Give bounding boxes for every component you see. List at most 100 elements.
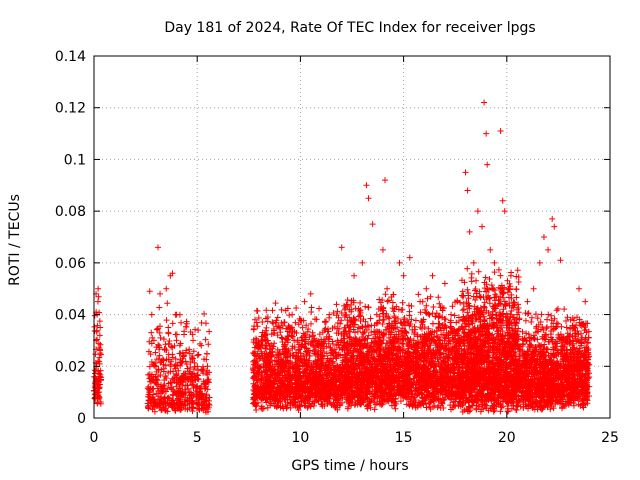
data-point [169, 320, 176, 327]
data-point [156, 329, 163, 336]
data-point [379, 320, 386, 327]
data-point [188, 405, 195, 412]
data-point [295, 407, 302, 414]
data-point [204, 386, 211, 393]
data-point [201, 398, 208, 405]
data-point [271, 340, 278, 347]
data-point [198, 366, 205, 373]
data-point [399, 299, 406, 306]
data-point [186, 350, 193, 357]
data-point [190, 385, 197, 392]
data-point [94, 298, 101, 305]
data-point [164, 300, 171, 307]
data-point [250, 326, 257, 333]
data-point [182, 370, 189, 377]
data-point [313, 316, 320, 323]
data-point [384, 298, 391, 305]
data-point [91, 383, 98, 390]
data-point [146, 363, 153, 370]
data-point [156, 352, 163, 359]
data-point [155, 341, 162, 348]
data-point [180, 353, 187, 360]
data-point [177, 385, 184, 392]
data-point [357, 299, 364, 306]
data-point [168, 385, 175, 392]
data-point [178, 319, 185, 326]
data-point [162, 407, 169, 414]
data-point [206, 328, 213, 335]
data-point [167, 361, 174, 368]
data-point [459, 293, 466, 300]
data-point [177, 359, 184, 366]
chart-title: Day 181 of 2024, Rate Of TEC Index for r… [164, 20, 535, 36]
data-point [169, 375, 176, 382]
data-point [189, 400, 196, 407]
data-point [192, 326, 199, 333]
data-point [194, 352, 201, 359]
data-point [274, 314, 281, 321]
data-point [183, 320, 190, 327]
data-point [269, 307, 276, 314]
data-point [95, 293, 102, 300]
data-point [92, 351, 99, 358]
data-point [91, 367, 98, 374]
data-point [289, 333, 296, 340]
data-point [321, 319, 328, 326]
data-point [473, 277, 480, 284]
data-point [162, 388, 169, 395]
data-point [172, 407, 179, 414]
data-point [155, 381, 162, 388]
data-point [278, 306, 285, 313]
data-point [157, 334, 164, 341]
data-point [175, 376, 182, 383]
data-point [169, 344, 176, 351]
data-point [415, 291, 422, 298]
data-point [476, 293, 483, 300]
data-point [168, 399, 175, 406]
data-point [203, 356, 210, 363]
data-point [155, 367, 162, 374]
data-point [152, 349, 159, 356]
data-point [97, 341, 104, 348]
data-point [291, 337, 298, 344]
data-point [333, 301, 340, 308]
data-point [182, 349, 189, 356]
data-point [165, 356, 172, 363]
data-point [156, 304, 163, 311]
data-point [391, 314, 398, 321]
data-point [177, 396, 184, 403]
data-point [307, 320, 314, 327]
data-point [148, 340, 155, 347]
data-point [367, 315, 374, 322]
data-point [435, 294, 442, 301]
data-point [187, 328, 194, 335]
data-point [187, 370, 194, 377]
data-point [306, 333, 313, 340]
data-point [449, 303, 456, 310]
data-point [196, 385, 203, 392]
data-point [94, 336, 101, 343]
data-point [172, 355, 179, 362]
data-point [170, 368, 177, 375]
data-point [189, 408, 196, 415]
data-point [371, 328, 378, 335]
data-point [95, 368, 102, 375]
data-point [153, 376, 160, 383]
data-point [97, 350, 104, 357]
data-point [185, 385, 192, 392]
data-point [170, 392, 177, 399]
data-point [200, 378, 207, 385]
data-point [183, 361, 190, 368]
data-point [94, 400, 101, 407]
data-point [155, 356, 162, 363]
data-point [190, 374, 197, 381]
data-point [406, 308, 413, 315]
data-point [157, 371, 164, 378]
data-point [148, 395, 155, 402]
data-point [166, 337, 173, 344]
data-point [146, 375, 153, 382]
data-points [91, 99, 593, 416]
data-point [423, 302, 430, 309]
data-point [173, 337, 180, 344]
data-point [195, 351, 202, 358]
